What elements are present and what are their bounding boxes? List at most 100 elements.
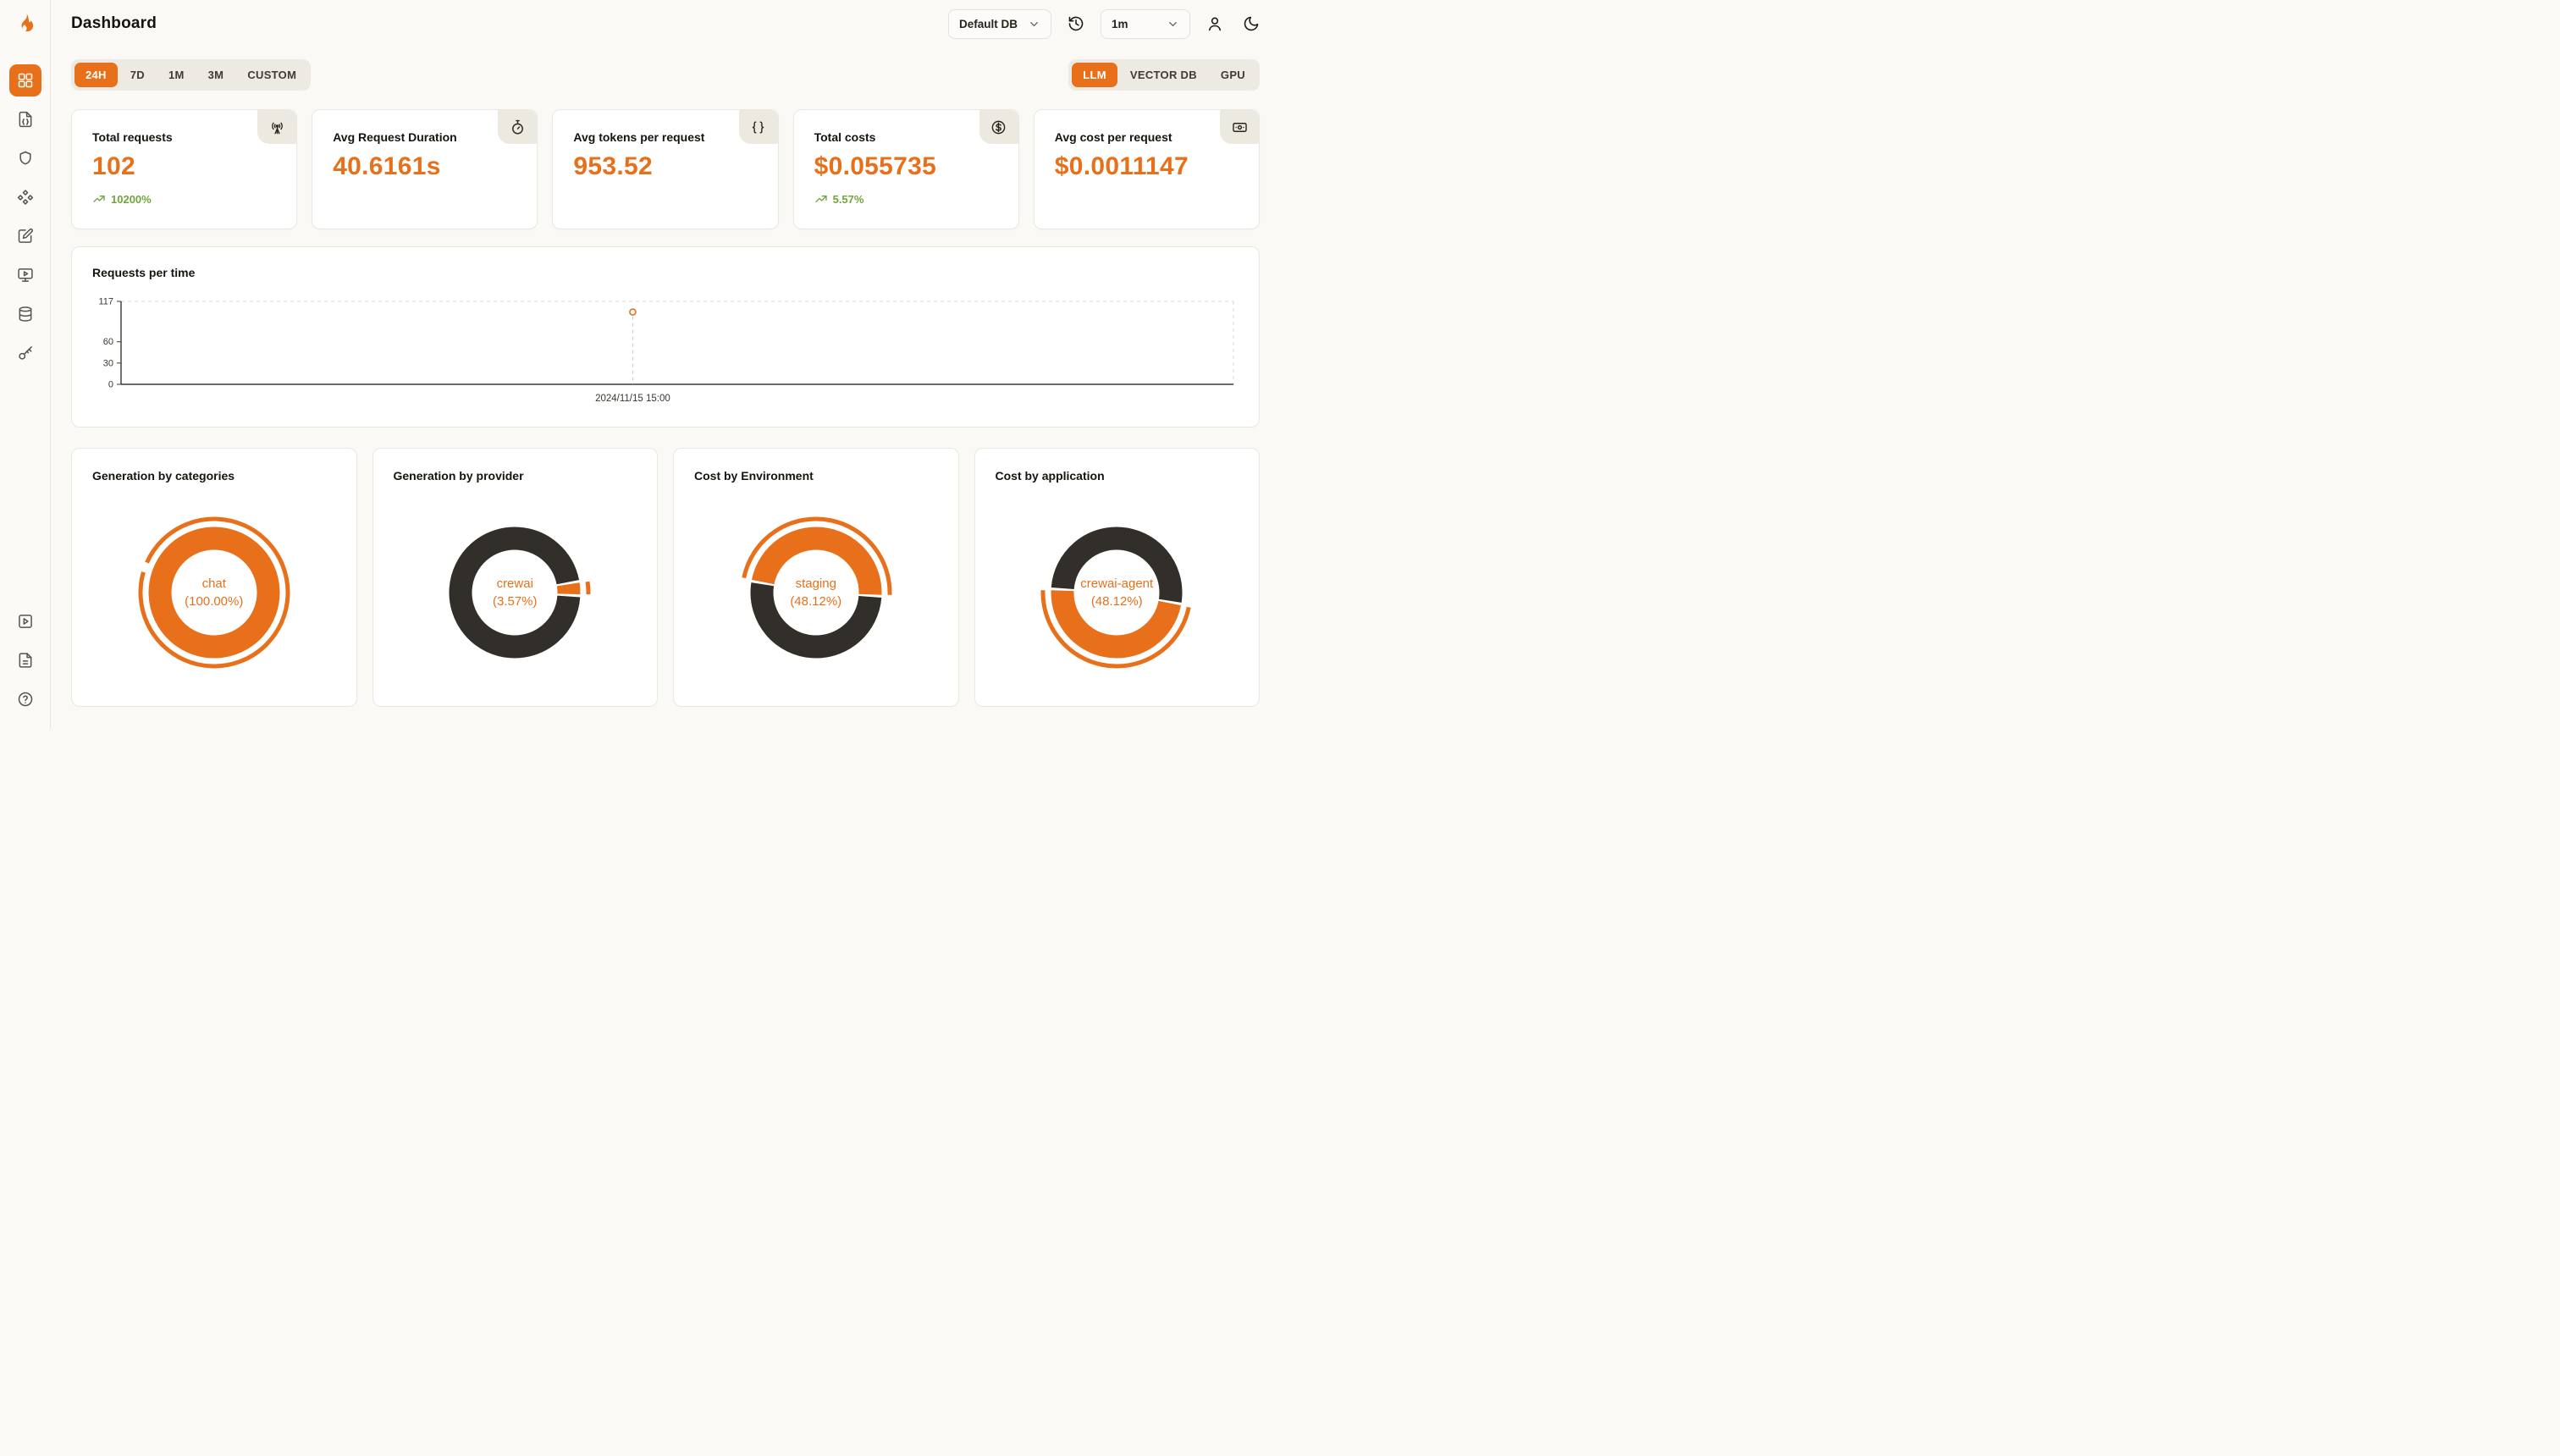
app-root: Dashboard Default DB 1m [0,0,1280,729]
sidebar [0,0,51,729]
stat-value: 40.6161s [333,152,441,180]
sidebar-item-docs[interactable] [9,644,41,676]
donut-row: Generation by categories chat (100.00%) … [71,448,1260,707]
tab-custom[interactable]: CUSTOM [236,63,307,87]
sidebar-item-api-keys[interactable] [9,337,41,369]
donut-title: Cost by application [995,469,1105,483]
tab-gpu[interactable]: GPU [1210,63,1256,87]
component-diamonds-icon [17,190,33,205]
stat-label: Total requests [92,130,173,144]
interval-select[interactable]: 1m [1101,8,1190,39]
dashboard-content: 24H 7D 1M 3M CUSTOM LLM VECTOR DB GPU [51,47,1280,729]
key-icon [18,346,32,360]
svg-text:0: 0 [108,380,113,390]
stat-badge [498,110,538,144]
stat-card-total-costs: Total costs $0.055735 5.57% [792,109,1019,229]
stat-card-avg-tokens: Avg tokens per request 953.52 [552,109,779,229]
generation-by-provider-card: Generation by provider crewai (3.57%) [372,448,658,707]
donut-svg[interactable] [430,508,599,677]
header-actions: Default DB 1m [947,8,1263,39]
svg-text:60: 60 [103,337,113,347]
monitor-play-icon [17,268,33,282]
requests-per-time-card: Requests per time 0 30 60 117 2024/11/15 15:… [71,246,1260,427]
stat-value: 953.52 [573,152,653,180]
tab-24h[interactable]: 24H [74,63,118,87]
stat-label: Avg cost per request [1054,130,1172,144]
svg-text:117: 117 [98,297,113,307]
donut-chart: crewai (3.57%) [430,508,599,677]
file-json-icon [19,111,31,128]
donut-title: Generation by provider [393,469,524,483]
chart-title: Requests per time [92,266,196,279]
page-title: Dashboard [71,14,157,32]
db-select-value: Default DB [958,17,1018,30]
cost-by-environment-card: Cost by Environment staging (48.12%) [673,448,959,707]
square-play-icon [18,615,32,628]
timer-icon [511,119,523,134]
donut-chart: staging (48.12%) [731,508,901,677]
sidebar-item-modules[interactable] [9,181,41,213]
stat-value: 102 [92,152,135,180]
sidebar-item-help[interactable] [9,683,41,715]
cost-by-application-card: Cost by application crewai-agent (48.12%… [974,448,1260,707]
sidebar-item-requests[interactable] [9,103,41,135]
donut-svg[interactable] [1032,508,1201,677]
donut-title: Generation by categories [92,469,235,483]
stat-value: $0.0011147 [1054,152,1189,180]
tab-1m[interactable]: 1M [157,63,196,87]
theme-toggle-button[interactable] [1239,12,1263,36]
stat-card-avg-cost: Avg cost per request $0.0011147 [1033,109,1260,229]
trending-up-icon [93,196,105,202]
tab-3m[interactable]: 3M [197,63,235,87]
help-circle-icon [18,692,32,707]
svg-text:2024/11/15 15:00: 2024/11/15 15:00 [595,394,670,404]
user-icon [1208,17,1222,31]
db-select[interactable]: Default DB [947,8,1051,39]
stat-value: $0.055735 [814,152,937,180]
sidebar-item-prompts[interactable] [9,220,41,252]
sidebar-item-playground[interactable] [9,259,41,291]
refresh-interval-button[interactable] [1064,12,1088,36]
shield-icon [19,151,31,165]
time-range-tabs: 24H 7D 1M 3M CUSTOM [71,59,312,91]
donut-title: Cost by Environment [694,469,814,483]
generation-by-categories-card: Generation by categories chat (100.00%) [71,448,357,707]
donut-chart: crewai-agent (48.12%) [1032,508,1201,677]
stat-label: Avg Request Duration [333,130,457,144]
tab-vector-db[interactable]: VECTOR DB [1119,63,1208,87]
svg-text:30: 30 [103,358,113,368]
donut-svg[interactable] [130,508,299,677]
main-column: Dashboard Default DB 1m [51,0,1280,729]
database-icon [19,306,31,322]
stat-badge [1220,110,1259,144]
flame-logo-icon [21,14,33,32]
chevron-down-icon [1169,21,1177,26]
file-text-icon [19,653,31,668]
banknote-icon [1232,122,1247,132]
sidebar-item-dashboard[interactable] [8,64,41,97]
donut-svg[interactable] [731,508,901,677]
stat-delta: 5.57% [814,192,998,206]
interval-select-value: 1m [1112,17,1128,30]
radio-tower-icon [271,122,283,134]
stat-badge [979,110,1018,144]
chevron-down-icon [1030,21,1038,26]
tab-llm[interactable]: LLM [1072,63,1117,87]
profile-button[interactable] [1203,12,1227,36]
square-pen-icon [18,228,33,243]
stat-delta: 10200% [92,192,276,206]
donut-chart: chat (100.00%) [130,508,299,677]
stat-delta-value: 10200% [111,192,152,206]
requests-line-chart[interactable]: 0 30 60 117 2024/11/15 15:00 [92,290,1239,416]
tab-7d[interactable]: 7D [119,63,156,87]
source-tabs: LLM VECTOR DB GPU [1068,59,1260,91]
stat-label: Avg tokens per request [573,130,705,144]
stat-delta-value: 5.57% [832,192,864,206]
tabs-row: 24H 7D 1M 3M CUSTOM LLM VECTOR DB GPU [71,59,1260,91]
sidebar-item-databases[interactable] [9,298,41,330]
sidebar-item-getting-started[interactable] [9,605,41,637]
stat-badge [738,110,778,144]
moon-icon [1244,16,1259,31]
circle-dollar-icon [991,120,1006,134]
sidebar-item-exceptions[interactable] [9,142,41,174]
